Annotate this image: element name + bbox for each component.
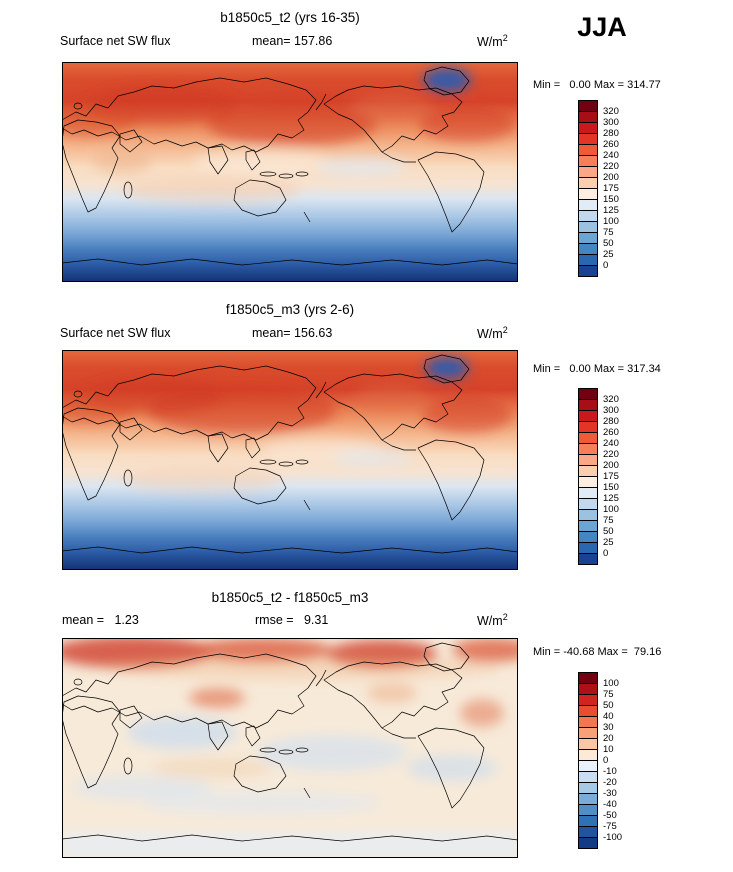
colorbar-tick-label: 175 — [603, 183, 619, 194]
colorbar-tick-label: -50 — [603, 810, 617, 821]
colorbar-tick-label: 0 — [603, 548, 609, 559]
panel-2-units-base: W/m — [477, 327, 503, 342]
panel-1-colorbar: 320 300 280 260 240 220 200 175 150 125 100 75 50 25 0 — [578, 100, 619, 277]
colorbar-tick-label: 100 — [603, 678, 619, 689]
panel-3-mean-label: mean = 1.23 — [62, 613, 139, 627]
panel-2-mean-label: mean= 156.63 — [252, 326, 333, 340]
colorbar-tick-label: -100 — [603, 832, 623, 843]
map-panel-1 — [62, 62, 518, 282]
panel-2-colorbar: 320 300 280 260 240 220 200 175 150 125 100 75 50 25 0 — [578, 388, 619, 565]
panel-3-title: b1850c5_t2 - f1850c5_m3 — [211, 590, 369, 605]
colorbar-tick-label: 0 — [603, 755, 609, 766]
colorbar-tick-label: 280 — [603, 416, 619, 427]
colorbar-tick-label: -20 — [603, 777, 617, 788]
colorbar-tick-label: 100 — [603, 216, 619, 227]
colorbar-tick-label: 20 — [603, 733, 614, 744]
colorbar-tick-label: 280 — [603, 128, 619, 139]
colorbar-tick-label: 300 — [603, 405, 619, 416]
colorbar-tick-label: 75 — [603, 515, 614, 526]
panel-1-minmax-label: Min = 0.00 Max = 314.77 — [533, 79, 661, 91]
panel-3-rmse-label: rmse = 9.31 — [255, 613, 329, 627]
colorbar-tick-label: 320 — [603, 394, 619, 405]
colorbar-tick-label: 240 — [603, 150, 619, 161]
panel-2-units-exp: 2 — [502, 325, 508, 335]
panel-3-colorbar: 100 75 50 40 30 20 10 0 -10 -20 -30 -40 -50 -75 -100 — [578, 672, 622, 849]
colorbar-tick-label: 25 — [603, 537, 614, 548]
colorbar-tick-label: 260 — [603, 139, 619, 150]
panel-1-mean-label: mean= 157.86 — [252, 34, 333, 48]
panel-2-minmax-label: Min = 0.00 Max = 317.34 — [533, 363, 661, 375]
colorbar-tick-label: -30 — [603, 788, 617, 799]
panel-2-units-label: W/m2 — [477, 325, 508, 341]
map-panel-2 — [62, 350, 518, 570]
panel-3-units-exp: 2 — [502, 612, 508, 622]
colorbar-tick-label: 50 — [603, 238, 614, 249]
colorbar-tick-label: 30 — [603, 722, 614, 733]
colorbar-tick-label: 75 — [603, 689, 614, 700]
panel-1-field-label: Surface net SW flux — [60, 34, 171, 48]
season-label: JJA — [577, 12, 627, 42]
panel-1-units-exp: 2 — [502, 33, 508, 43]
colorbar-tick-label: 220 — [603, 161, 619, 172]
colorbar-tick-label: 50 — [603, 526, 614, 537]
colorbar-tick-label: 0 — [603, 260, 609, 271]
colorbar-tick-label: 40 — [603, 711, 614, 722]
colorbar-tick-label: 220 — [603, 449, 619, 460]
colorbar-tick-label: 125 — [603, 493, 619, 504]
colorbar-tick-label: 50 — [603, 700, 614, 711]
colorbar-tick-label: -10 — [603, 766, 617, 777]
colorbar-tick-label: 75 — [603, 227, 614, 238]
colorbar-tick-label: 320 — [603, 106, 619, 117]
colorbar-tick-label: 175 — [603, 471, 619, 482]
colorbar-tick-label: 300 — [603, 117, 619, 128]
colorbar-box — [578, 265, 598, 277]
panel-2-title: f1850c5_m3 (yrs 2-6) — [225, 302, 355, 317]
colorbar-tick-label: -75 — [603, 821, 617, 832]
colorbar-tick-label: 150 — [603, 194, 619, 205]
colorbar-box — [578, 553, 598, 565]
panel-3-units-label: W/m2 — [477, 612, 508, 628]
colorbar-tick-label: 200 — [603, 460, 619, 471]
panel-3-units-base: W/m — [477, 614, 503, 629]
colorbar-tick-label: 200 — [603, 172, 619, 183]
panel-1-units-label: W/m2 — [477, 33, 508, 49]
panel-2-field-label: Surface net SW flux — [60, 326, 171, 340]
map-panel-3 — [62, 638, 518, 858]
colorbar-tick-label: 100 — [603, 504, 619, 515]
panel-3-minmax-label: Min = -40.68 Max = 79.16 — [533, 646, 662, 658]
colorbar-tick-label: 240 — [603, 438, 619, 449]
colorbar-tick-label: 25 — [603, 249, 614, 260]
colorbar-tick-label: 260 — [603, 427, 619, 438]
colorbar-tick-label: 10 — [603, 744, 614, 755]
panel-1-units-base: W/m — [477, 35, 503, 50]
colorbar-box — [578, 837, 598, 849]
panel-1-title: b1850c5_t2 (yrs 16-35) — [220, 10, 360, 25]
colorbar-tick-label: -40 — [603, 799, 617, 810]
colorbar-tick-label: 125 — [603, 205, 619, 216]
colorbar-tick-label: 150 — [603, 482, 619, 493]
